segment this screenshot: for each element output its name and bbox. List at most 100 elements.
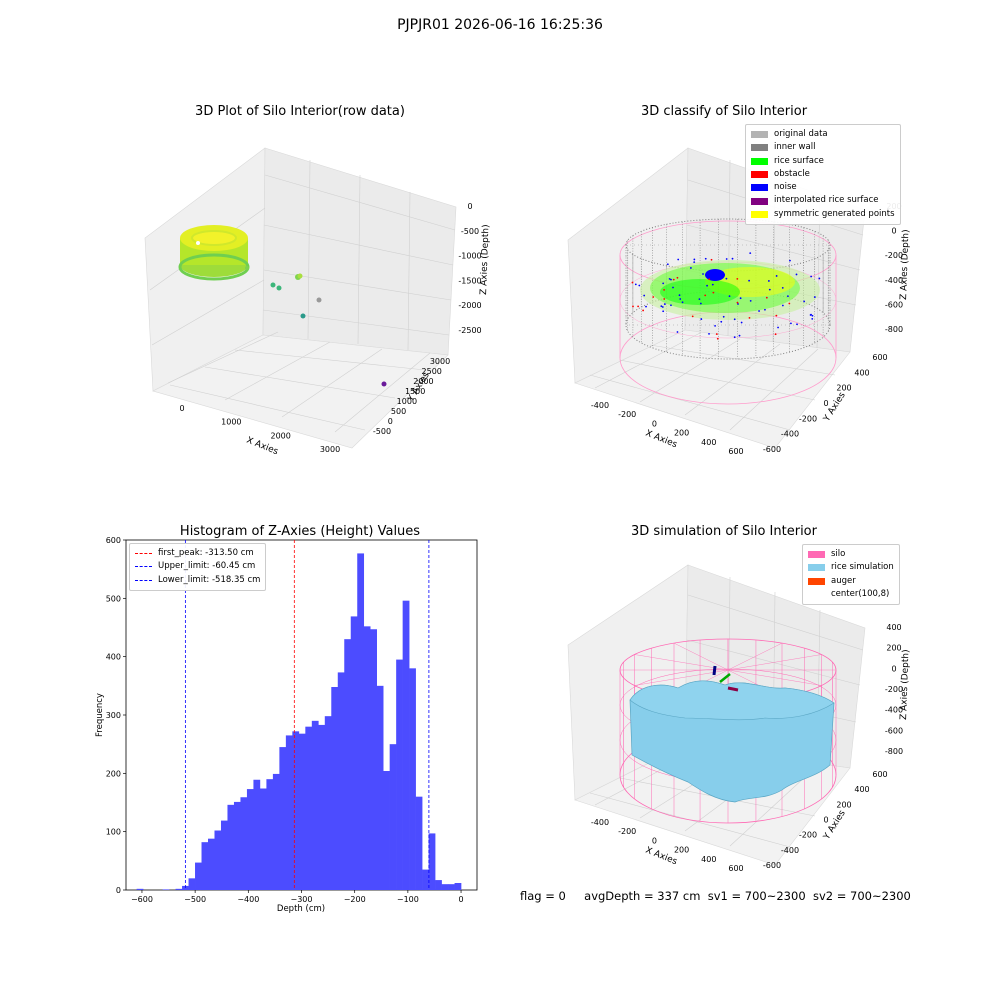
z-axis-tick-label: -200 <box>885 251 903 260</box>
noise-point <box>642 309 645 312</box>
noise-point <box>774 333 777 336</box>
x-axis-tick-label: 2000 <box>270 431 290 440</box>
legend-label: auger <box>831 575 856 586</box>
noise-point <box>638 284 641 287</box>
histogram-bar <box>409 668 416 890</box>
legend-item: silo <box>808 548 894 561</box>
legend-item: noise <box>751 181 895 194</box>
histogram-bar <box>285 735 293 890</box>
histogram-bar <box>428 833 436 890</box>
histogram-bar <box>227 804 235 890</box>
legend-item: rice simulation <box>808 561 894 574</box>
noise-point <box>699 302 702 305</box>
noise-point <box>677 258 680 261</box>
simulation-plot-title: 3D simulation of Silo Interior <box>631 524 817 539</box>
legend-swatch <box>751 131 768 139</box>
noise-point <box>708 332 710 335</box>
noise-point <box>711 283 714 286</box>
noise-point <box>678 294 681 297</box>
noise-point <box>818 277 821 280</box>
z-axis-tick-label: -800 <box>885 747 903 756</box>
histogram-plot: −600 −500 −400 −300 −200 −100 0 0 100 200 300 400 50… <box>95 536 478 914</box>
y-axis-tick-label: 0 <box>823 816 828 825</box>
histogram-title: Histogram of Z-Axies (Height) Values <box>179 524 421 539</box>
legend-label: interpolated rice surface <box>774 195 879 206</box>
histogram-bar <box>305 726 313 890</box>
histogram-bar <box>454 883 462 890</box>
x-axis-tick-label: 400 <box>701 438 716 447</box>
x-axis-tick-label: 0 <box>179 404 184 413</box>
z-axis-label: Z Axies (Depth) <box>479 224 491 295</box>
silo-roof-wire <box>727 642 783 671</box>
noise-point <box>733 318 736 321</box>
noise-point <box>810 313 812 316</box>
legend-label: Upper_limit: -60.45 cm <box>158 561 256 572</box>
z-axis-tick-label: 400 <box>886 623 901 632</box>
axis-ticks: 0100020003000-50005001000150020002500300… <box>179 202 481 454</box>
y-axis-tick-label: 300 <box>106 711 121 720</box>
legend-swatch <box>751 144 768 152</box>
noise-point <box>672 286 674 289</box>
noise-point <box>670 278 672 281</box>
legend-label: symmetric generated points <box>774 208 895 219</box>
reference-lines <box>184 540 430 890</box>
noise-point <box>704 294 707 297</box>
legend-label: Lower_limit: -518.35 cm <box>158 574 261 585</box>
noise-point <box>725 258 728 260</box>
noise-point <box>690 267 692 269</box>
y-axis-tick-label: -600 <box>763 445 781 454</box>
rice-surface-points <box>640 260 820 320</box>
noise-point <box>698 298 701 301</box>
noise-point <box>710 258 713 261</box>
legend-swatch <box>808 551 825 559</box>
legend-item: Lower_limit: -518.35 cm <box>135 574 260 587</box>
noise-point <box>693 258 696 261</box>
y-axis-tick-label: 200 <box>106 769 121 778</box>
legend-item: original data <box>751 128 895 141</box>
x-axis-tick-label: 0 <box>652 419 657 428</box>
noise-point <box>781 304 784 307</box>
histogram-bar <box>175 888 183 890</box>
z-axis-tick-label: -1500 <box>458 276 481 285</box>
y-axis-tick-label: 1000 <box>397 397 417 406</box>
noise-point <box>795 273 798 276</box>
y-axis-tick-label: 600 <box>106 536 121 545</box>
y-axis-tick-label: 600 <box>872 770 887 779</box>
noise-point <box>740 321 743 324</box>
legend-item: first_peak: -313.50 cm <box>135 547 260 560</box>
noise-point <box>704 257 707 260</box>
histogram-bar <box>214 830 222 890</box>
x-axis-tick-label: −400 <box>237 895 259 904</box>
noise-points <box>631 252 821 340</box>
noise-point <box>764 308 766 311</box>
histogram-bar <box>396 659 403 890</box>
noise-point <box>803 300 806 303</box>
x-axis-tick-label: −200 <box>344 895 366 904</box>
z-axis-label: Z Axies (Depth) <box>899 649 911 720</box>
x-axis-tick-label: 1000 <box>221 418 241 427</box>
noise-point <box>725 277 728 280</box>
legend-swatch <box>751 197 768 205</box>
histogram-bar <box>220 820 228 890</box>
noise-point <box>691 315 694 318</box>
y-axis-tick-label: 400 <box>106 653 121 662</box>
y-axis-tick-label: 400 <box>854 368 869 377</box>
legend-swatch <box>751 184 768 192</box>
noise-point <box>637 305 640 308</box>
legend-item: symmetric generated points <box>751 208 895 221</box>
noise-point <box>720 320 723 323</box>
z-axis-tick-label: -2500 <box>458 326 481 335</box>
x-axis-tick-label: 0 <box>458 895 463 904</box>
z-axis-tick-label: -2000 <box>458 301 481 310</box>
legend-line-swatch <box>135 553 152 555</box>
histogram-bar <box>279 747 287 890</box>
histogram-bar <box>292 731 300 890</box>
status-avg-depth: avgDepth = 337 cm <box>584 889 701 903</box>
z-axis-label: Z Axies (Depth) <box>899 229 911 300</box>
noise-point <box>749 299 752 302</box>
x-axis-tick-label: −300 <box>291 895 313 904</box>
noise-point <box>777 326 779 329</box>
histogram-bar <box>402 600 410 890</box>
histogram-bar <box>337 672 345 890</box>
noise-point <box>670 304 672 307</box>
